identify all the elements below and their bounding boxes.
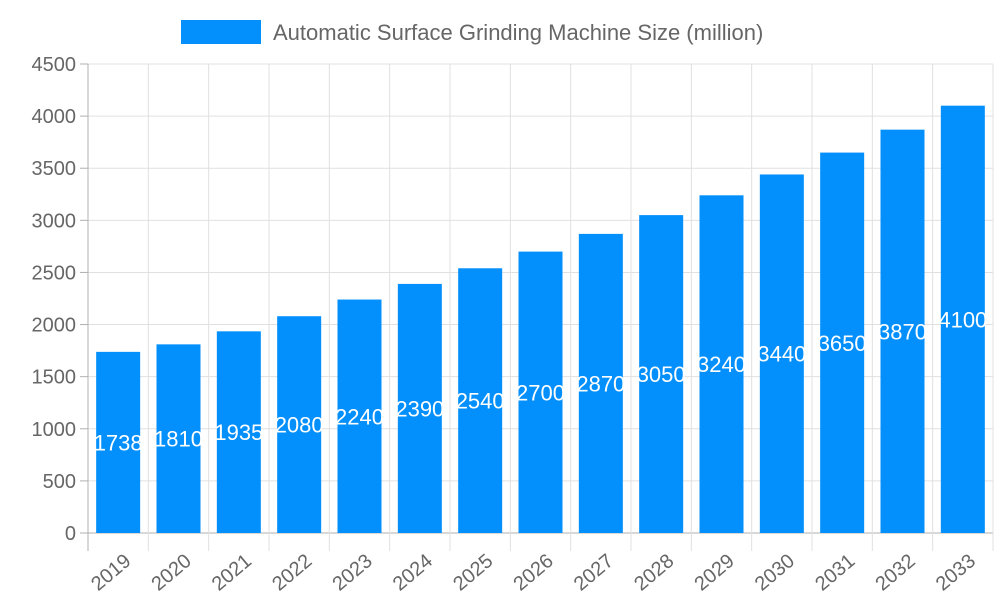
tick-label-x: 2026	[509, 550, 557, 595]
legend: Automatic Surface Grinding Machine Size …	[181, 20, 763, 45]
bar	[216, 331, 261, 533]
data-label: 2870	[576, 371, 625, 396]
tick-label-x: 2029	[690, 550, 738, 595]
data-label: 2390	[395, 396, 444, 421]
data-label: 1810	[154, 427, 203, 452]
tick-label-y: 0	[65, 523, 76, 545]
grid	[87, 63, 994, 551]
tick-label-x: 2033	[932, 550, 980, 595]
data-label: 3240	[697, 352, 746, 377]
tick-label-x: 2024	[389, 550, 437, 595]
tick-label-y: 1000	[32, 419, 77, 441]
tick-label-y: 2000	[32, 315, 77, 337]
tick-label-x: 2030	[751, 550, 799, 595]
tick-label-y: 1500	[32, 367, 77, 389]
bar	[759, 174, 804, 533]
tick-label-y: 3000	[32, 210, 77, 232]
tick-label-x: 2023	[328, 550, 376, 595]
bars: 1738 1810 1935 2080 2240 2390 2540 2700 2870 3050…	[94, 105, 987, 534]
bar	[699, 195, 744, 533]
bar	[337, 299, 382, 533]
bar	[458, 268, 503, 533]
tick-label-x: 2031	[811, 550, 859, 595]
bar	[156, 344, 201, 533]
tick-label-x: 2022	[268, 550, 316, 595]
bar	[397, 283, 442, 533]
data-label: 3050	[637, 362, 686, 387]
data-label: 1935	[214, 420, 263, 445]
tick-label-x: 2025	[449, 550, 497, 595]
bar	[820, 152, 865, 534]
bar	[518, 251, 563, 533]
bar	[639, 215, 684, 533]
tick-label-y: 4500	[32, 54, 77, 76]
data-label: 2540	[456, 389, 505, 414]
bar	[96, 351, 141, 533]
legend-label: Automatic Surface Grinding Machine Size …	[273, 20, 763, 45]
data-label: 2080	[275, 413, 324, 438]
tick-label-y: 2500	[32, 262, 77, 284]
data-label: 3650	[818, 331, 867, 356]
bar	[578, 233, 623, 534]
data-label: 1738	[94, 430, 143, 455]
data-label: 2240	[335, 404, 384, 429]
legend-swatch	[181, 20, 261, 44]
bar	[880, 129, 925, 533]
tick-label-x: 2027	[570, 550, 618, 595]
tick-label-y: 500	[43, 471, 76, 493]
tick-label-x: 2020	[147, 550, 195, 595]
data-label: 3870	[878, 319, 927, 344]
data-label: 4100	[938, 307, 987, 332]
bar	[277, 316, 322, 533]
tick-label-x: 2032	[871, 550, 919, 595]
tick-label-x: 2019	[87, 550, 135, 595]
tick-label-x: 2028	[630, 550, 678, 595]
tick-label-y: 4000	[32, 106, 77, 128]
tick-label-y: 3500	[32, 158, 77, 180]
data-label: 2700	[516, 380, 565, 405]
data-label: 3440	[757, 342, 806, 367]
bar	[940, 105, 985, 533]
tick-label-x: 2021	[208, 550, 256, 595]
